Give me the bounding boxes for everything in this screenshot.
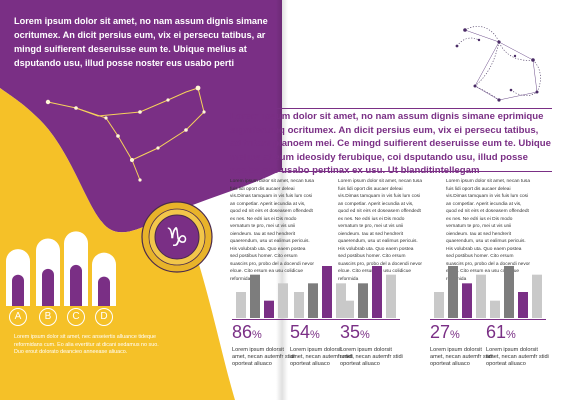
stat-percentage: 35%: [340, 322, 406, 345]
stat-unit: %: [360, 329, 370, 341]
stat-mini-bar: [278, 283, 288, 318]
stat-mini-bar: [344, 300, 354, 318]
stat-unit: %: [450, 329, 460, 341]
right-intro-bottom-rule: [230, 171, 552, 172]
stat-mini-bar: [358, 283, 368, 318]
stat-mini-bar: [236, 292, 246, 318]
stat-block-5: 61% Lorem ipsum dolorsit amet, necan aute…: [486, 262, 552, 368]
stat-mini-bar: [448, 266, 458, 318]
stat-mini-bar: [372, 266, 382, 318]
abcd-bar-fill-d: [98, 276, 110, 306]
right-intro-text: Lorem ipsum dolor sit amet, no nam assum…: [230, 111, 551, 176]
stat-unit: %: [252, 329, 262, 341]
stat-mini-bar: [322, 266, 332, 318]
stat-mini-bar: [386, 274, 396, 318]
left-intro-text: Lorem ipsum dolor sit amet, no nam assum…: [14, 16, 268, 68]
stat-baseline: [290, 319, 350, 320]
body-column-1: Lorem ipsum dolor sit amet, necan tusa f…: [230, 179, 314, 282]
stat-block-1: 86% Lorem ipsum dolorsit amet, necan aute…: [232, 262, 298, 368]
stat-mini-chart-4: [434, 266, 486, 318]
stat-mini-chart-2: [294, 266, 346, 318]
stat-block-4: 27% Lorem ipsum dolorsit amet, necan aute…: [430, 262, 496, 368]
abcd-bar-chart: [6, 231, 116, 306]
category-label-c: C: [67, 308, 85, 326]
stat-mini-bar: [434, 292, 444, 318]
stat-mini-bar: [490, 300, 500, 318]
stat-value: 61: [486, 322, 507, 342]
stat-block-3: 35% Lorem ipsum dolorsit amet, necan aute…: [340, 262, 406, 368]
stat-mini-bar: [476, 274, 486, 318]
abcd-bar-fill-b: [42, 268, 54, 306]
stat-block-2: 54% Lorem ipsum dolorsit amet, necan aute…: [290, 262, 356, 368]
right-page: [282, 0, 565, 400]
stat-baseline: [486, 319, 546, 320]
capricorn-figure-constellation-icon: [455, 26, 541, 102]
stat-value: 27: [430, 322, 451, 342]
category-label-d: D: [95, 308, 113, 326]
stat-caption: Lorem ipsum dolorsit amet, necan autemfr…: [486, 347, 549, 367]
stat-unit: %: [310, 329, 320, 341]
stat-caption: Lorem ipsum dolorsit amet, necan autemfr…: [340, 347, 403, 367]
stat-mini-bar: [308, 283, 318, 318]
stat-value: 54: [290, 322, 311, 342]
right-intro-top-rule: [230, 108, 552, 109]
stat-mini-bar: [264, 300, 274, 318]
stat-mini-chart-1: [236, 274, 288, 318]
category-label-a: A: [9, 308, 27, 326]
capricorn-constellation-icon: [45, 85, 206, 182]
stat-caption: Lorem ipsum dolorsit amet, necan autemfr…: [232, 347, 295, 367]
stat-percentage: 86%: [232, 322, 298, 345]
stat-value: 35: [340, 322, 361, 342]
stat-mini-bar: [294, 292, 304, 318]
stat-mini-chart-3: [344, 266, 396, 318]
stat-mini-bar: [504, 266, 514, 318]
body-column-3: Lorem ipsum dolor sit amet, necan tusa f…: [446, 179, 530, 282]
stat-value: 86: [232, 322, 253, 342]
stat-mini-bar: [462, 283, 472, 318]
stat-percentage: 27%: [430, 322, 496, 345]
stat-baseline: [232, 319, 292, 320]
stat-caption: Lorem ipsum dolorsit amet, necan autemfr…: [430, 347, 493, 367]
abcd-bar-fill-c: [70, 264, 82, 306]
capricorn-coin: ♑: [141, 201, 213, 273]
stat-mini-bar: [336, 283, 346, 318]
stat-percentage: 54%: [290, 322, 356, 345]
stat-percentage: 61%: [486, 322, 552, 345]
left-page: Lorem ipsum dolor sit amet, no nam assum…: [0, 0, 282, 400]
left-footer-text: Lorem ipsum dolor sit amet, nec anseiert…: [14, 334, 159, 355]
stat-mini-bar: [518, 292, 528, 318]
stat-baseline: [430, 319, 490, 320]
stat-baseline: [340, 319, 400, 320]
stat-unit: %: [506, 329, 516, 341]
capricorn-glyph-icon: ♑: [165, 223, 188, 253]
category-label-b: B: [39, 308, 57, 326]
left-background: [0, 0, 282, 400]
stat-mini-bar: [532, 274, 542, 318]
stat-mini-bar: [250, 274, 260, 318]
stat-caption: Lorem ipsum dolorsit amet, necan autemfr…: [290, 347, 353, 367]
stat-mini-chart-5: [490, 266, 542, 318]
abcd-bar-fill-a: [12, 274, 24, 306]
